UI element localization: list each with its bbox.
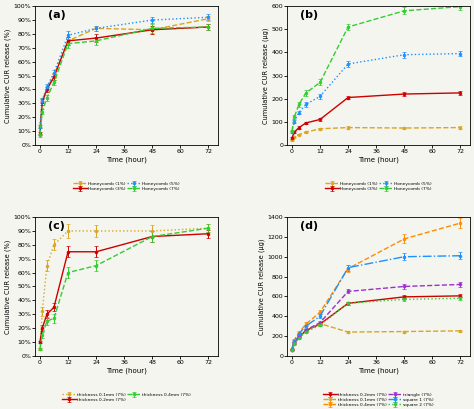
Legend: Honeycomb (1%), Honeycomb (3%), Honeycomb (5%), Honeycomb (7%): Honeycomb (1%), Honeycomb (3%), Honeycom… bbox=[73, 182, 180, 191]
Text: (b): (b) bbox=[300, 10, 318, 20]
Legend: thickness 0.2mm (7%), thickness 0.1mm (7%), thickness 0.4mm (7%), triangle (7%),: thickness 0.2mm (7%), thickness 0.1mm (7… bbox=[323, 393, 434, 407]
Y-axis label: Cumulative CUR release (µg): Cumulative CUR release (µg) bbox=[262, 27, 269, 124]
Y-axis label: Cumulative CUR release (%): Cumulative CUR release (%) bbox=[4, 28, 11, 123]
X-axis label: Time (hour): Time (hour) bbox=[358, 368, 399, 374]
Text: (d): (d) bbox=[300, 221, 318, 231]
Legend: Honeycomb (1%), Honeycomb (3%), Honeycomb (5%), Honeycomb (7%): Honeycomb (1%), Honeycomb (3%), Honeycom… bbox=[326, 182, 432, 191]
X-axis label: Time (hour): Time (hour) bbox=[106, 157, 147, 163]
Text: (a): (a) bbox=[48, 10, 66, 20]
X-axis label: Time (hour): Time (hour) bbox=[358, 157, 399, 163]
Y-axis label: Cumulative CUR release (%): Cumulative CUR release (%) bbox=[4, 239, 11, 334]
Legend: thickness 0.1mm (7%), thickness 0.2mm (7%), thickness 0.4mm (7%): thickness 0.1mm (7%), thickness 0.2mm (7… bbox=[62, 393, 191, 402]
Y-axis label: Cumulative CUR release (µg): Cumulative CUR release (µg) bbox=[258, 238, 264, 335]
Text: (c): (c) bbox=[48, 221, 65, 231]
X-axis label: Time (hour): Time (hour) bbox=[106, 368, 147, 374]
